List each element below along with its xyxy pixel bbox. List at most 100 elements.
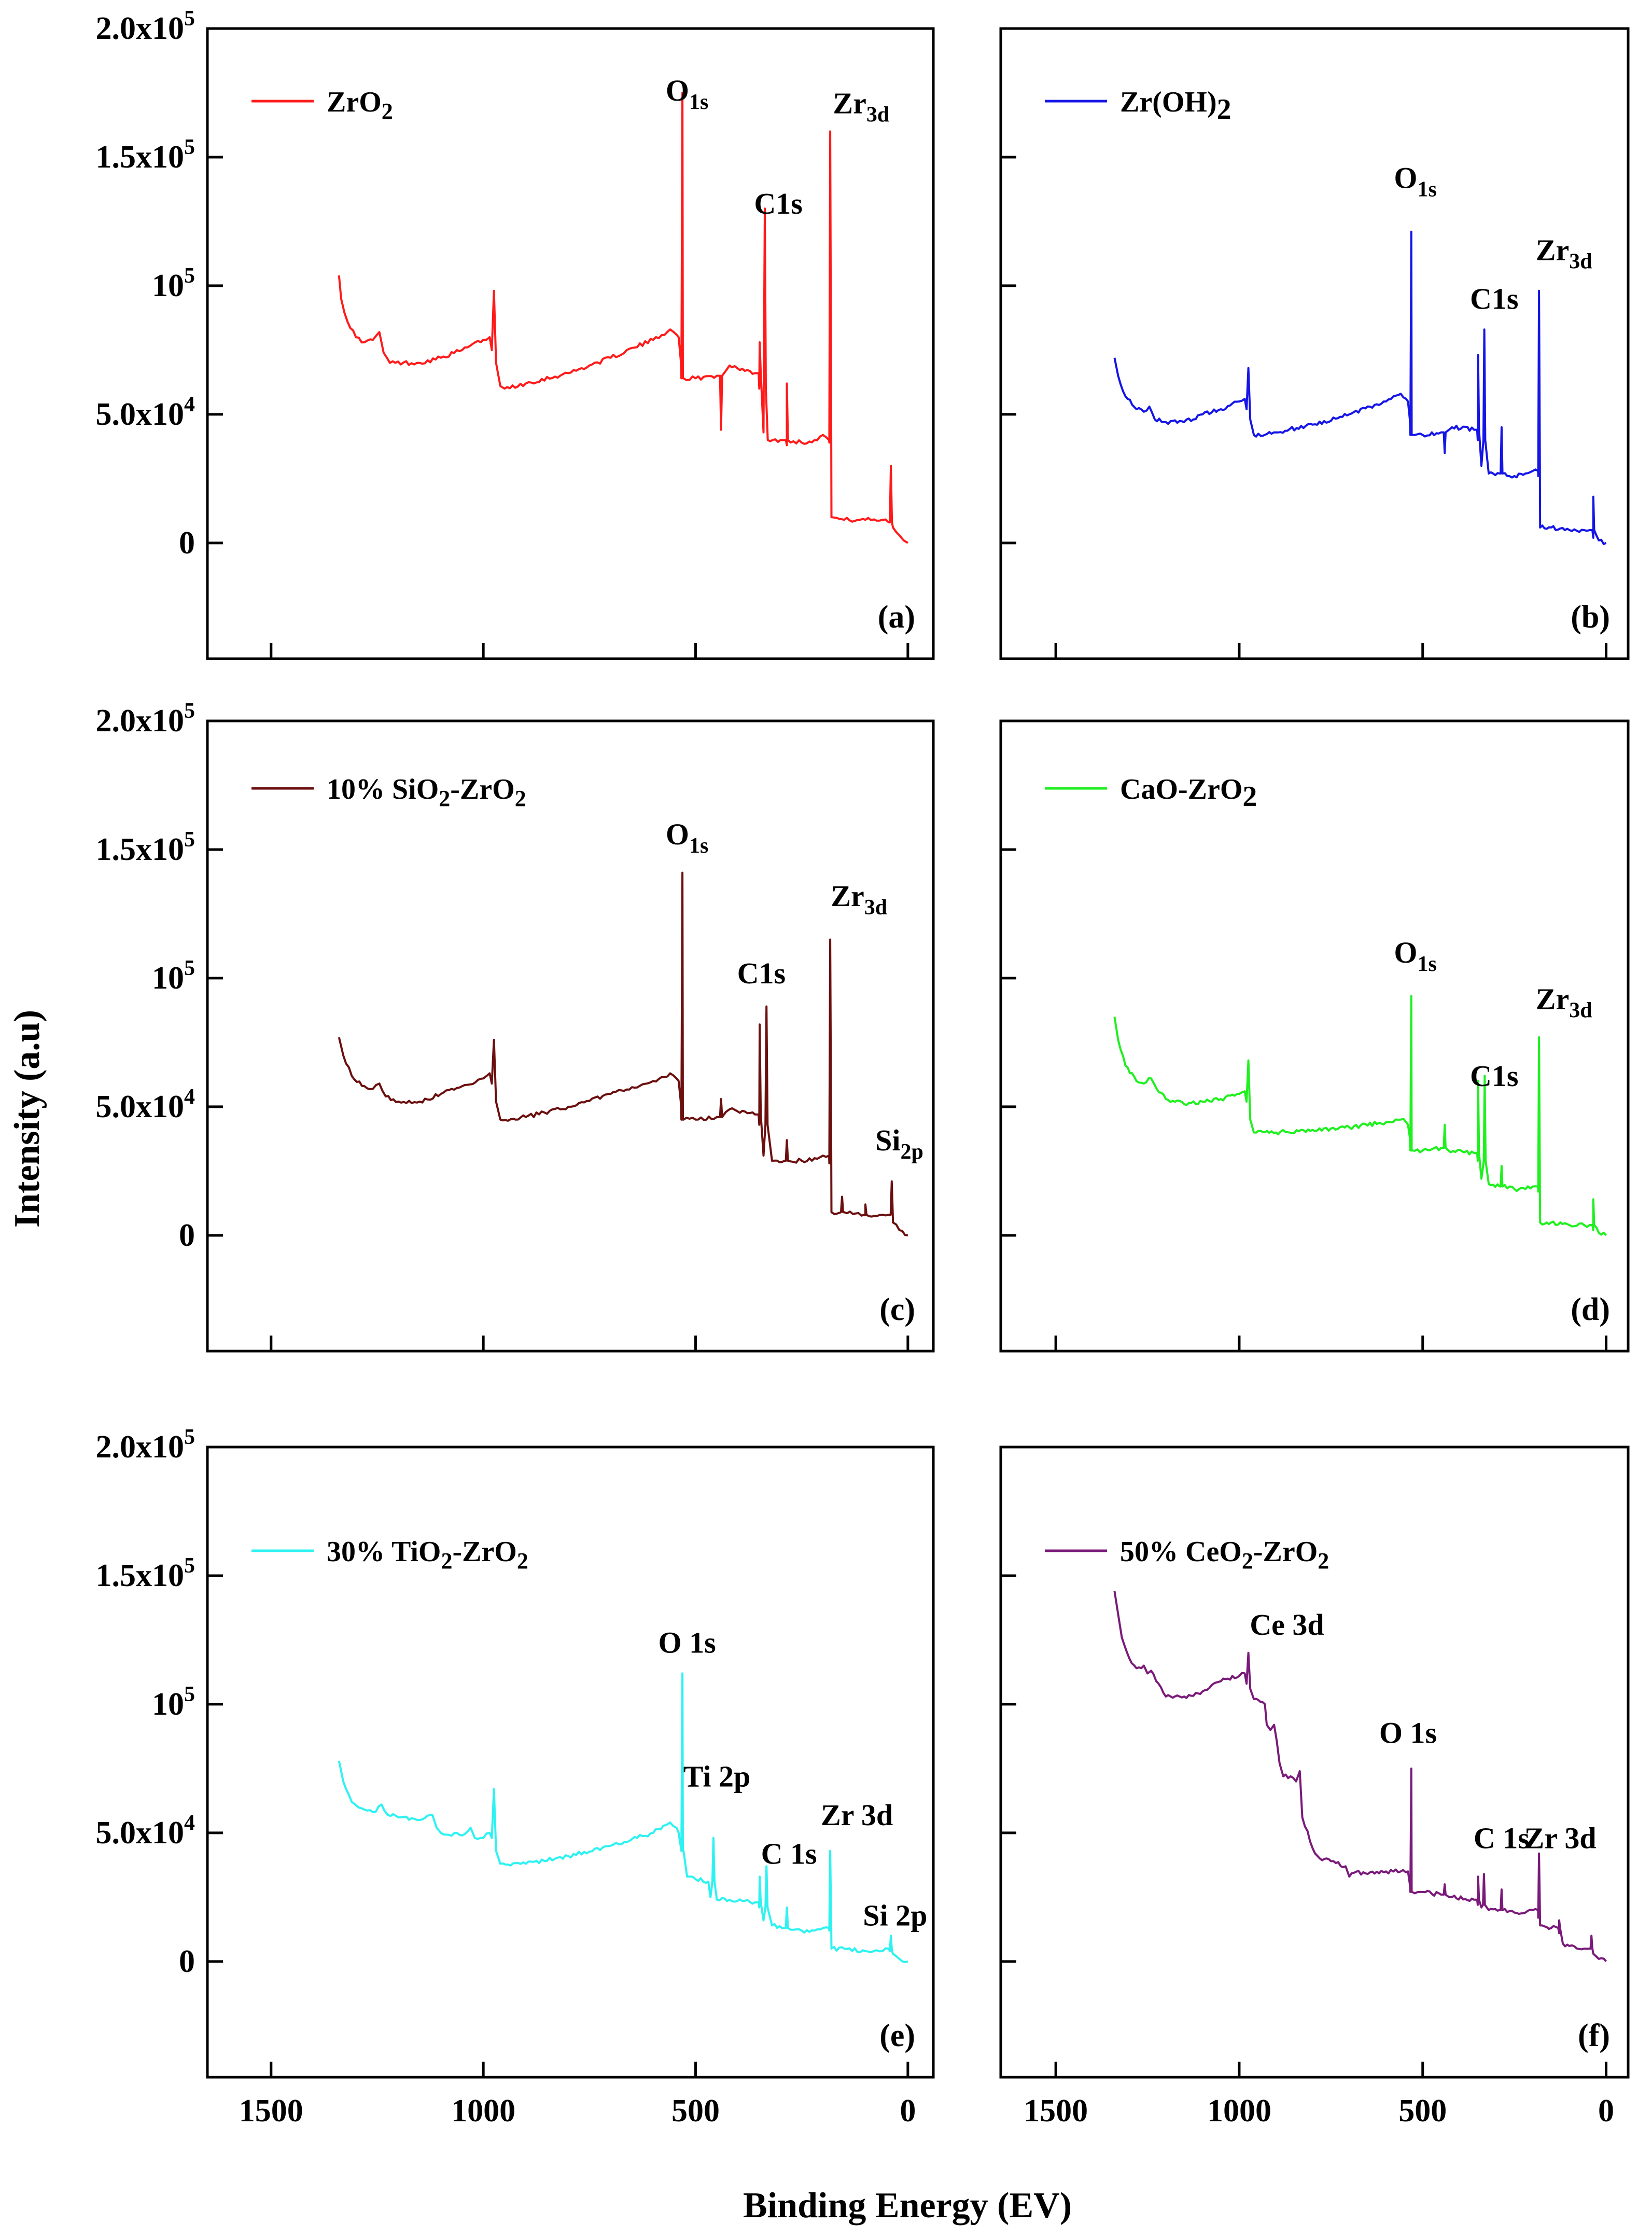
y-tick-label: 5.0x104 bbox=[96, 393, 195, 432]
panel-label: (f) bbox=[1578, 2018, 1610, 2053]
y-tick-label-exponent: 5 bbox=[184, 135, 195, 159]
legend-text: -ZrO bbox=[452, 1536, 516, 1568]
x-tick-label: 500 bbox=[1398, 2093, 1447, 2129]
plot-frame bbox=[999, 27, 1630, 660]
y-tick-label-exponent: 5 bbox=[184, 7, 195, 31]
plot-frame bbox=[206, 719, 935, 1353]
peak-label-base: Zr 3d bbox=[1524, 1822, 1597, 1855]
legend-subscript: 2 bbox=[1217, 93, 1231, 126]
y-tick-label-exponent: 5 bbox=[184, 1425, 195, 1449]
peak-label-subscript: 3d bbox=[1569, 998, 1592, 1022]
peak-label-base: Zr 3d bbox=[821, 1798, 893, 1832]
y-tick-label-exponent: 5 bbox=[184, 699, 195, 723]
y-tick-label-base: 10 bbox=[152, 1687, 184, 1722]
peak-label: C 1s bbox=[1474, 1822, 1530, 1855]
legend-label: 50% CeO2-ZrO2 bbox=[1120, 1536, 1329, 1574]
y-tick-label-base: 2.0x10 bbox=[96, 11, 185, 46]
peak-label-base: Si bbox=[875, 1123, 900, 1157]
peak-label: Zr 3d bbox=[821, 1798, 893, 1832]
legend-text: 10% SiO bbox=[327, 773, 439, 805]
legend-text: Zr(OH) bbox=[1120, 86, 1217, 118]
peak-label-base: O bbox=[1394, 161, 1417, 194]
peak-label-subscript: 3d bbox=[1569, 249, 1592, 273]
y-tick-label: 1.5x105 bbox=[96, 828, 195, 867]
peak-label: O1s bbox=[666, 74, 708, 114]
panel-label: (e) bbox=[879, 2018, 915, 2053]
legend-subscript: 2 bbox=[439, 786, 450, 811]
y-tick-label: 1.5x105 bbox=[96, 1554, 195, 1593]
panel-label: (a) bbox=[878, 600, 915, 635]
peak-label: Ce 3d bbox=[1250, 1608, 1324, 1642]
y-tick-label: 105 bbox=[152, 956, 195, 996]
legend-subscript: 2 bbox=[1242, 1548, 1253, 1574]
y-tick-label: 105 bbox=[152, 264, 195, 303]
legend-text: -ZrO bbox=[1253, 1536, 1318, 1568]
x-tick-label: 1500 bbox=[1024, 2093, 1088, 2129]
y-tick-label: 2.0x105 bbox=[96, 7, 195, 46]
legend-subscript: 2 bbox=[1318, 1548, 1329, 1574]
y-tick-label: 5.0x104 bbox=[96, 1811, 195, 1851]
y-tick-label-base: 2.0x10 bbox=[96, 1429, 185, 1465]
x-tick-label: 500 bbox=[671, 2093, 720, 2129]
peak-label-subscript: 1s bbox=[1417, 177, 1436, 201]
plot-frame bbox=[206, 1445, 935, 2079]
peak-label: C1s bbox=[1470, 282, 1518, 316]
y-tick-label: 2.0x105 bbox=[96, 699, 195, 739]
peak-label-base: Zr bbox=[831, 879, 864, 913]
peak-label: Si2p bbox=[875, 1123, 923, 1164]
y-tick-label-exponent: 5 bbox=[184, 956, 195, 980]
peak-label-subscript: 3d bbox=[864, 896, 887, 920]
peak-label: Zr3d bbox=[1536, 233, 1592, 273]
peak-label-base: C1s bbox=[1470, 1059, 1518, 1093]
legend-subscript: 2 bbox=[1242, 781, 1257, 813]
y-tick-label-base: 10 bbox=[152, 268, 184, 303]
y-tick-label-exponent: 5 bbox=[184, 1683, 195, 1706]
y-tick-label-base: 1.5x10 bbox=[96, 832, 185, 867]
peak-label: Zr3d bbox=[833, 87, 889, 127]
plot-frame bbox=[999, 1445, 1630, 2079]
peak-label-subscript: 2p bbox=[901, 1140, 923, 1164]
peak-label-subscript: 3d bbox=[866, 103, 889, 127]
peak-label-base: O 1s bbox=[1379, 1716, 1437, 1749]
legend-subscript: 2 bbox=[382, 99, 393, 124]
y-tick-label: 5.0x104 bbox=[96, 1085, 195, 1124]
y-tick-label: 2.0x105 bbox=[96, 1425, 195, 1465]
spectrum-line bbox=[338, 1672, 908, 1964]
panel-label: (c) bbox=[879, 1292, 915, 1327]
peak-label: O1s bbox=[1394, 161, 1436, 201]
y-tick-label-base: 5.0x10 bbox=[96, 1815, 185, 1851]
panel-b: Zr(OH)2 O1s C1s Zr3d (b) bbox=[999, 27, 1630, 660]
legend-text: ZrO bbox=[327, 86, 382, 118]
legend-label: 30% TiO2-ZrO2 bbox=[327, 1536, 528, 1574]
y-tick-label: 1.5x105 bbox=[96, 135, 195, 175]
peak-label: Zr3d bbox=[1536, 982, 1592, 1022]
x-tick-label: 1000 bbox=[1207, 2093, 1271, 2129]
peak-label-base: Si 2p bbox=[863, 1898, 927, 1932]
peak-label-base: C1s bbox=[1470, 282, 1518, 316]
x-tick-label: 1500 bbox=[239, 2093, 303, 2129]
peak-label-base: C1s bbox=[737, 956, 786, 990]
legend-label: CaO-ZrO2 bbox=[1120, 773, 1257, 813]
peak-label-base: C1s bbox=[754, 187, 802, 220]
x-tick-label: 0 bbox=[900, 2093, 916, 2129]
spectrum-line bbox=[338, 92, 908, 544]
peak-label: C1s bbox=[754, 187, 802, 220]
y-tick-label: 0 bbox=[179, 525, 195, 561]
y-tick-label-base: 5.0x10 bbox=[96, 397, 185, 432]
plot-frame bbox=[999, 719, 1630, 1353]
legend-subscript: 2 bbox=[515, 786, 526, 811]
panel-label: (d) bbox=[1571, 1292, 1610, 1327]
spectrum-line bbox=[1113, 230, 1607, 545]
x-tick-label: 0 bbox=[1598, 2093, 1614, 2129]
legend-subscript: 2 bbox=[517, 1548, 528, 1574]
peak-label-subscript: 1s bbox=[1417, 952, 1436, 976]
panel-f: 1500 1000 500 0 50% CeO2-ZrO2 Ce 3d O 1s C 1sZr… bbox=[999, 1445, 1630, 2129]
y-tick-label-base: 10 bbox=[152, 961, 184, 996]
y-tick-label-base: 0 bbox=[179, 525, 195, 561]
y-tick-label-base: 5.0x10 bbox=[96, 1089, 185, 1124]
spectrum-line bbox=[338, 871, 908, 1236]
y-tick-label-base: 1.5x10 bbox=[96, 140, 185, 175]
legend-text: -ZrO bbox=[450, 773, 514, 805]
